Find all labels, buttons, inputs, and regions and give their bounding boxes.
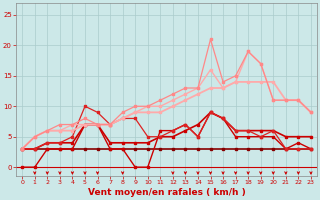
X-axis label: Vent moyen/en rafales ( km/h ): Vent moyen/en rafales ( km/h ) bbox=[88, 188, 245, 197]
